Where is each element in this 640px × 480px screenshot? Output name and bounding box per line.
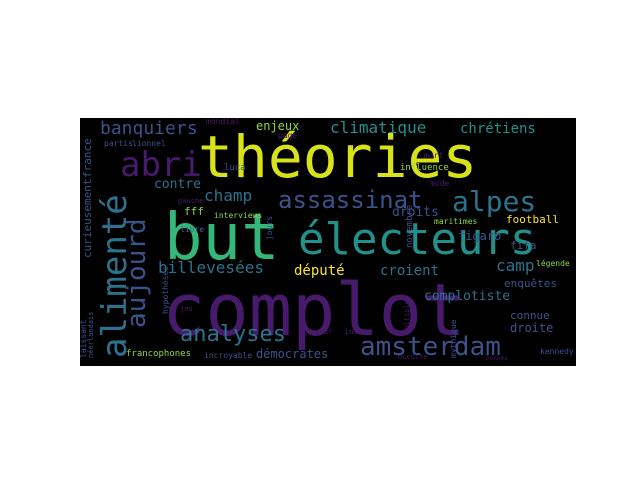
- word-contre: contre: [154, 177, 201, 192]
- word-camp: camp: [496, 256, 535, 275]
- word-jours: jours: [265, 215, 274, 240]
- word-francophones: francophones: [126, 349, 192, 359]
- word-neerlandais: néerlandais: [87, 311, 95, 358]
- word-complot: complot: [162, 268, 466, 352]
- word-figaro: figaro: [458, 229, 502, 243]
- word-luca: luca: [224, 163, 246, 173]
- word-gauche: gauche: [178, 197, 204, 205]
- word-curieusement: curieusement: [81, 178, 94, 258]
- word-influence: influence: [400, 163, 449, 173]
- word-interviews: interviews: [214, 211, 263, 220]
- word-aujourd: aujourd: [122, 218, 152, 328]
- word-analyses: analyses: [180, 322, 286, 347]
- word-mythique: mythique: [449, 319, 458, 358]
- word-complotiste: complotiste: [424, 289, 511, 304]
- word-cloud: théories but électeurs complot abri alim…: [80, 118, 576, 366]
- word-multiple: multiple: [403, 300, 411, 334]
- word-lionnel: lionnel: [132, 139, 166, 148]
- word-chretiens: chrétiens: [460, 121, 536, 137]
- word-theories: théories: [198, 123, 478, 191]
- word-banquiers: banquiers: [100, 118, 198, 139]
- word-democrates: démocrates: [256, 347, 329, 361]
- word-assassinat: assassinat: [278, 186, 423, 214]
- word-connue: connue: [510, 309, 550, 322]
- word-novembre: novembre: [405, 204, 415, 248]
- word-amsterdam: amsterdam: [360, 332, 501, 362]
- word-jeu: jeu: [180, 305, 193, 313]
- word-mondial: mondial: [206, 118, 240, 126]
- word-champ: champ: [204, 186, 253, 205]
- word-croient: croient: [380, 263, 440, 279]
- word-legende: légende: [536, 259, 570, 268]
- word-mode: mode: [430, 179, 450, 188]
- word-hypotheses: hypothèses: [161, 265, 170, 314]
- word-enjeux: enjeux: [256, 119, 300, 133]
- word-kennedy: kennedy: [540, 347, 574, 356]
- word-but: but: [164, 201, 280, 275]
- word-france: france: [81, 138, 94, 178]
- word-maritimes: maritimes: [434, 217, 478, 226]
- word-joueur: joueur: [304, 327, 333, 336]
- word-page: page: [278, 131, 298, 140]
- word-depute: député: [294, 263, 345, 279]
- word-abri: abri: [120, 145, 202, 185]
- word-climatique: climatique: [330, 118, 427, 137]
- word-occulte: occulte: [398, 353, 428, 361]
- word-football: football: [506, 213, 559, 226]
- word-fifa: fifa: [510, 239, 537, 252]
- word-fff: fff: [184, 205, 204, 218]
- word-incroyable: incroyable: [204, 351, 253, 360]
- word-bonnes: bonnes: [486, 355, 508, 362]
- word-mort: mort: [424, 151, 444, 160]
- word-billevesees: billevesées: [158, 258, 264, 277]
- word-partis: partis: [104, 139, 133, 148]
- word-libre: libre: [180, 225, 205, 234]
- word-alpes: alpes: [452, 185, 537, 218]
- word-droite: droite: [510, 321, 554, 335]
- word-enquetes: enquêtes: [504, 277, 557, 290]
- word-electeurs: électeurs: [298, 214, 537, 265]
- word-initie: initié: [344, 327, 373, 336]
- word-droits: droits: [392, 205, 439, 220]
